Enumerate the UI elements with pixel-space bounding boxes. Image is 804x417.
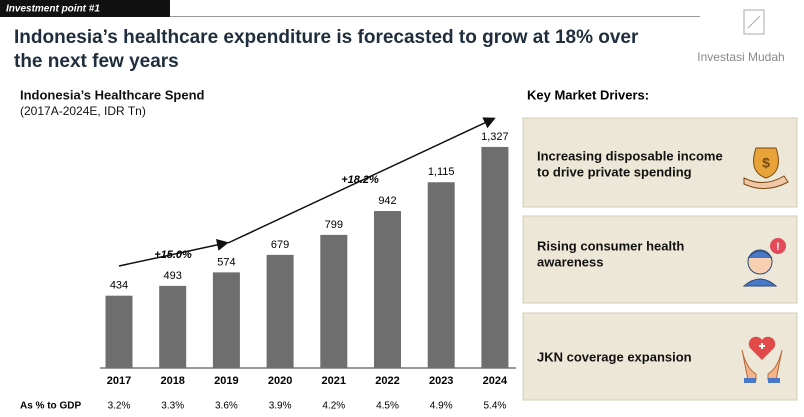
driver-text: to drive private spending bbox=[537, 164, 692, 179]
x-tick-label: 2023 bbox=[429, 375, 453, 387]
drivers-title: Key Market Drivers: bbox=[527, 87, 649, 102]
bar bbox=[427, 182, 455, 368]
gdp-share: 4.5% bbox=[376, 401, 399, 412]
money-icon: $ bbox=[743, 147, 789, 189]
driver-text: JKN coverage expansion bbox=[537, 349, 692, 364]
x-tick-label: 2022 bbox=[375, 375, 399, 387]
x-tick-label: 2020 bbox=[268, 375, 292, 387]
bar bbox=[105, 295, 133, 368]
trend-arrow bbox=[118, 239, 229, 267]
value-label: 574 bbox=[217, 256, 235, 268]
bar bbox=[374, 211, 401, 368]
driver-text: Increasing disposable income bbox=[537, 148, 723, 163]
bar bbox=[159, 285, 187, 368]
bar bbox=[320, 234, 348, 368]
tag: Investment point #1 bbox=[6, 4, 100, 15]
value-label: 493 bbox=[164, 270, 182, 282]
svg-text:!: ! bbox=[776, 241, 780, 253]
x-tick-label: 2019 bbox=[214, 375, 238, 387]
trend-arrow bbox=[227, 117, 496, 244]
gdp-share: 4.9% bbox=[430, 401, 453, 412]
tag-bg bbox=[0, 0, 170, 17]
value-label: 434 bbox=[110, 280, 128, 292]
gdp-share: 3.2% bbox=[108, 401, 131, 412]
gdp-share: 3.3% bbox=[161, 401, 184, 412]
gdp-share: 3.6% bbox=[215, 401, 238, 412]
gdp-label: As % to GDP bbox=[20, 401, 81, 412]
driver-box bbox=[522, 312, 798, 401]
driver-text: awareness bbox=[537, 254, 604, 269]
value-label: 1,115 bbox=[428, 166, 455, 178]
gdp-share: 3.9% bbox=[269, 401, 292, 412]
value-label: 679 bbox=[271, 239, 289, 251]
bar bbox=[266, 254, 294, 368]
annotation: +15.0% bbox=[154, 249, 192, 261]
person-icon: ! bbox=[742, 238, 786, 287]
x-tick-label: 2017 bbox=[107, 375, 131, 387]
logo-icon bbox=[743, 9, 765, 35]
title: the next few years bbox=[14, 51, 179, 72]
title: Indonesia’s healthcare expenditure is fo… bbox=[14, 27, 639, 48]
x-tick-label: 2021 bbox=[322, 375, 346, 387]
drivers: $ ! bbox=[522, 117, 798, 401]
gdp-share: 4.2% bbox=[322, 401, 345, 412]
value-label: 1,327 bbox=[481, 131, 509, 143]
gdp-share: 5.4% bbox=[484, 401, 507, 412]
bar bbox=[481, 146, 509, 368]
svg-text:$: $ bbox=[762, 155, 770, 171]
annotation: +18.2% bbox=[341, 174, 379, 186]
value-label: 799 bbox=[325, 219, 343, 231]
x-tick-label: 2024 bbox=[483, 375, 508, 387]
x-tick-label: 2018 bbox=[160, 375, 184, 387]
logo: Investasi Mudah bbox=[697, 50, 784, 64]
value-label: 942 bbox=[378, 195, 396, 207]
bar bbox=[212, 272, 240, 368]
heart-icon bbox=[741, 336, 783, 383]
driver-text: Rising consumer health bbox=[537, 238, 684, 253]
chart-title: Indonesia’s Healthcare Spend bbox=[20, 87, 205, 102]
driver-box bbox=[522, 117, 798, 208]
chart-subtitle: (2017A-2024E, IDR Tn) bbox=[20, 104, 146, 118]
